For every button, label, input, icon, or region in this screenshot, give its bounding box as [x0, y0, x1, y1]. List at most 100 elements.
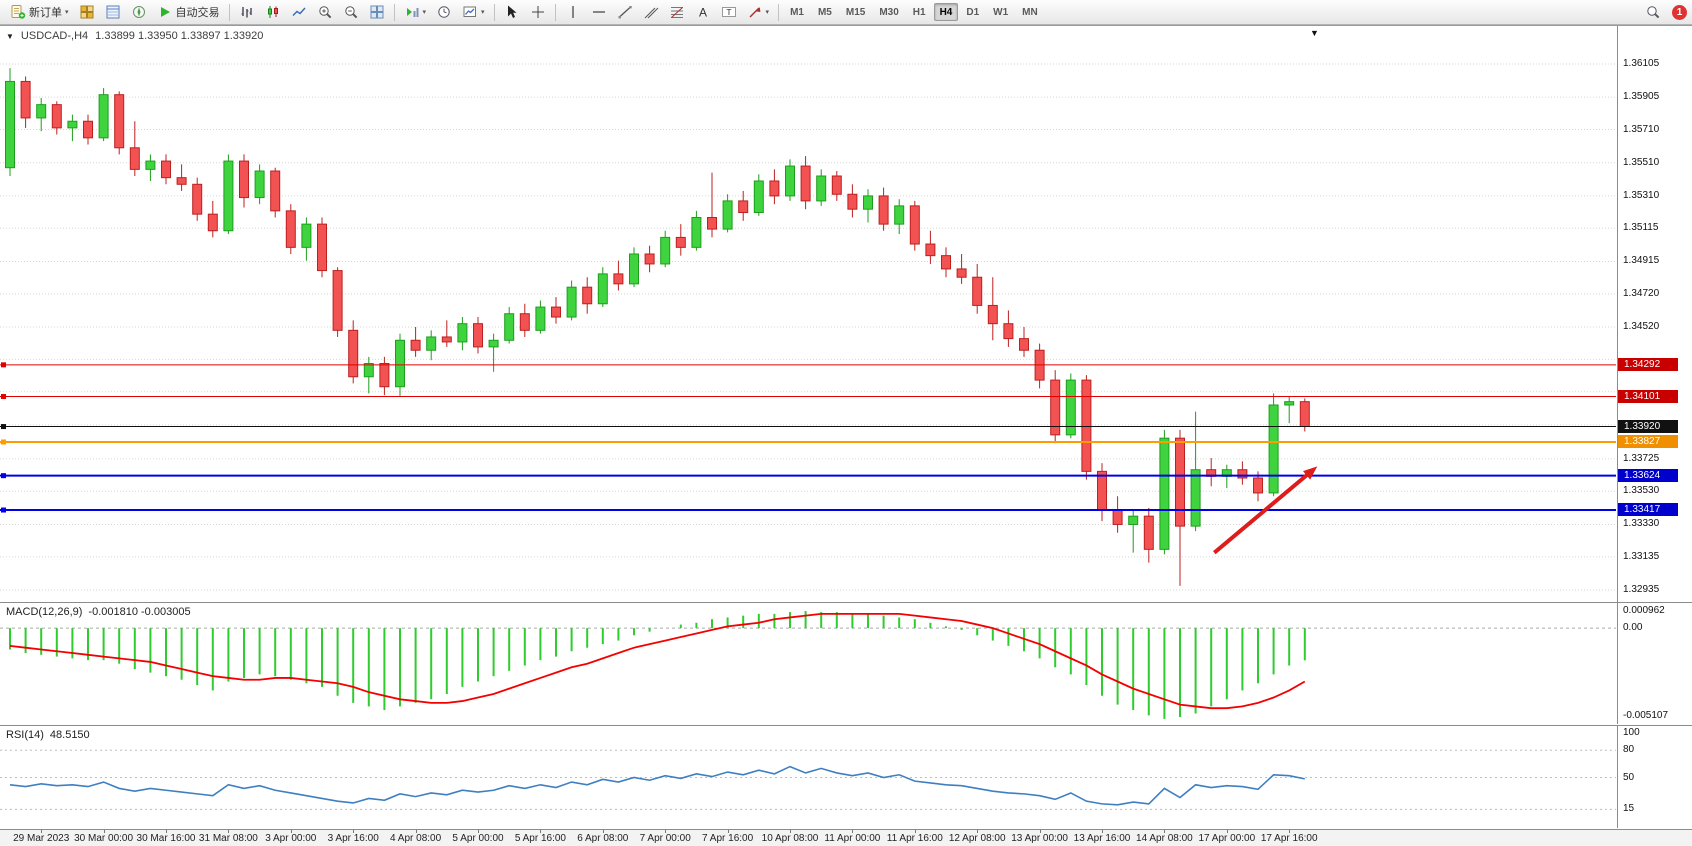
chart-line-button[interactable] [286, 2, 312, 23]
timeframe-button-h1[interactable]: H1 [912, 6, 926, 18]
data-window-button[interactable] [100, 2, 126, 23]
price-tag: 1.34101 [1618, 389, 1678, 403]
market-watch-button[interactable] [74, 2, 100, 23]
toolbar-separator [778, 3, 780, 21]
text-button[interactable]: A [690, 2, 716, 23]
timeframe-button-m30[interactable]: M30 [879, 6, 899, 18]
fibonacci-button[interactable] [664, 2, 690, 23]
time-tick [1289, 830, 1291, 833]
hline-handle[interactable] [1, 473, 6, 479]
time-axis-label: 17 Apr 16:00 [1260, 833, 1318, 844]
horizontal-line-button[interactable] [586, 2, 612, 23]
time-axis-label: 3 Apr 16:00 [327, 833, 379, 844]
rsi-indicator-name: RSI(14) [6, 729, 44, 741]
timeframe-button-m5[interactable]: M5 [817, 6, 832, 18]
hline-handle[interactable] [1, 362, 6, 368]
auto-trading-icon [160, 7, 170, 17]
timeframe-button-m15[interactable]: M15 [845, 6, 866, 18]
data-window-icon [106, 5, 120, 19]
rsi-axis[interactable]: 100 80 50 15 [1617, 726, 1692, 828]
time-tick [103, 830, 105, 833]
timeframe-button-h4[interactable]: H4 [933, 3, 959, 21]
time-tick [727, 830, 729, 833]
collapse-chart-icon[interactable]: ▼ [6, 31, 14, 41]
time-axis-label: 5 Apr 00:00 [452, 833, 504, 844]
price-axis[interactable]: 1.36105 1.35905 1.35710 1.35510 1.35310 1.351… [1617, 26, 1692, 602]
chart-bars-button[interactable] [234, 2, 260, 23]
price-tag: 1.34292 [1618, 357, 1678, 371]
hline-handle[interactable] [1, 507, 6, 513]
timeframe-button-d1[interactable]: D1 [966, 6, 980, 18]
time-axis-label: 12 Apr 08:00 [948, 833, 1006, 844]
timeframe-button-w1[interactable]: W1 [993, 6, 1009, 18]
time-tick [977, 830, 979, 833]
trend-arrow-head [1303, 466, 1318, 480]
time-axis-label: 7 Apr 16:00 [702, 833, 754, 844]
price-axis-label: 1.33135 [1623, 550, 1660, 562]
macd-panel: MACD(12,26,9) -0.001810 -0.003005 0.0009… [0, 602, 1692, 724]
rsi-axis-label: 50 [1623, 771, 1635, 783]
macd-axis-label: -0.005107 [1623, 710, 1669, 721]
cursor-button[interactable] [499, 2, 525, 23]
timeframe-button-m1[interactable]: M1 [790, 6, 804, 18]
price-axis-label: 1.35510 [1623, 156, 1660, 168]
chart-candles-button[interactable] [260, 2, 286, 23]
trend-arrow[interactable] [1213, 469, 1313, 555]
time-axis-label: 13 Apr 00:00 [1011, 833, 1068, 844]
time-axis-label: 13 Apr 16:00 [1073, 833, 1131, 844]
rsi-indicator-value: 48.5150 [49, 729, 90, 741]
time-axis-label: 17 Apr 00:00 [1198, 833, 1256, 844]
rsi-plot[interactable]: RSI(14) 48.5150 [0, 726, 1616, 828]
time-tick [41, 830, 43, 833]
main-chart-plot[interactable]: ▼ USDCAD-,H4 1.33899 1.33950 1.33897 1.3… [0, 26, 1616, 602]
vertical-line-button[interactable] [560, 2, 586, 23]
zoom-in-button[interactable] [312, 2, 338, 23]
arrows-tool-button[interactable]: ▾ [742, 2, 775, 23]
price-axis-label: 1.35310 [1623, 189, 1660, 201]
trendline-button[interactable] [612, 2, 638, 23]
channel-button[interactable] [638, 2, 664, 23]
new-chart-button[interactable]: ▾ [457, 2, 490, 23]
tile-windows-button[interactable] [364, 2, 390, 23]
search-icon [1647, 6, 1660, 19]
price-tag: 1.33417 [1618, 503, 1678, 517]
time-tick [1039, 830, 1041, 833]
price-axis-label: 1.33725 [1623, 452, 1660, 464]
alerts-button[interactable] [431, 2, 457, 23]
price-axis-label: 1.34915 [1623, 255, 1660, 267]
time-tick [1102, 830, 1103, 833]
zoom-out-icon [344, 6, 357, 19]
search-button[interactable] [1640, 2, 1666, 23]
notification-badge[interactable]: 1 [1672, 4, 1687, 20]
hline-handle[interactable] [1, 439, 6, 445]
chart-shift-marker[interactable]: ▼ [1310, 28, 1319, 38]
price-axis-label: 1.35115 [1623, 222, 1659, 234]
text-label-icon: T [721, 7, 736, 17]
rsi-panel-label: RSI(14) 48.5150 [6, 729, 90, 741]
new-order-label: 新订单 [29, 7, 62, 19]
macd-plot[interactable]: MACD(12,26,9) -0.001810 -0.003005 [0, 603, 1616, 724]
macd-axis[interactable]: 0.000962 0.00 -0.005107 [1617, 603, 1692, 724]
clock-icon [438, 6, 450, 18]
hline-handle[interactable] [1, 424, 6, 430]
label-button[interactable]: T [716, 2, 742, 23]
auto-trading-button[interactable]: 自动交易 [152, 2, 225, 23]
strategy-tester-button[interactable]: ▾ [399, 2, 432, 23]
time-tick [1226, 830, 1228, 833]
chevron-down-icon: ▾ [422, 9, 427, 16]
new-order-button[interactable]: 新订单 ▾ [5, 2, 74, 23]
time-tick [914, 830, 916, 833]
time-axis[interactable]: 29 Mar 2023 30 Mar 00:00 30 Mar 16:00 31 Ma… [0, 829, 1692, 846]
zoom-out-button[interactable] [338, 2, 364, 23]
hline-handle[interactable] [1, 394, 6, 400]
navigator-button[interactable] [126, 2, 152, 23]
fibonacci-icon [670, 7, 683, 18]
strategy-tester-icon [406, 8, 419, 17]
price-axis-label: 1.35710 [1623, 123, 1660, 135]
time-axis-label: 4 Apr 08:00 [390, 833, 442, 844]
crosshair-button[interactable] [525, 2, 551, 23]
price-axis-label: 1.34720 [1623, 287, 1660, 299]
timeframe-button-mn[interactable]: MN [1022, 6, 1038, 18]
time-tick [1164, 830, 1166, 833]
rsi-panel: RSI(14) 48.5150 100 80 50 15 [0, 725, 1692, 828]
